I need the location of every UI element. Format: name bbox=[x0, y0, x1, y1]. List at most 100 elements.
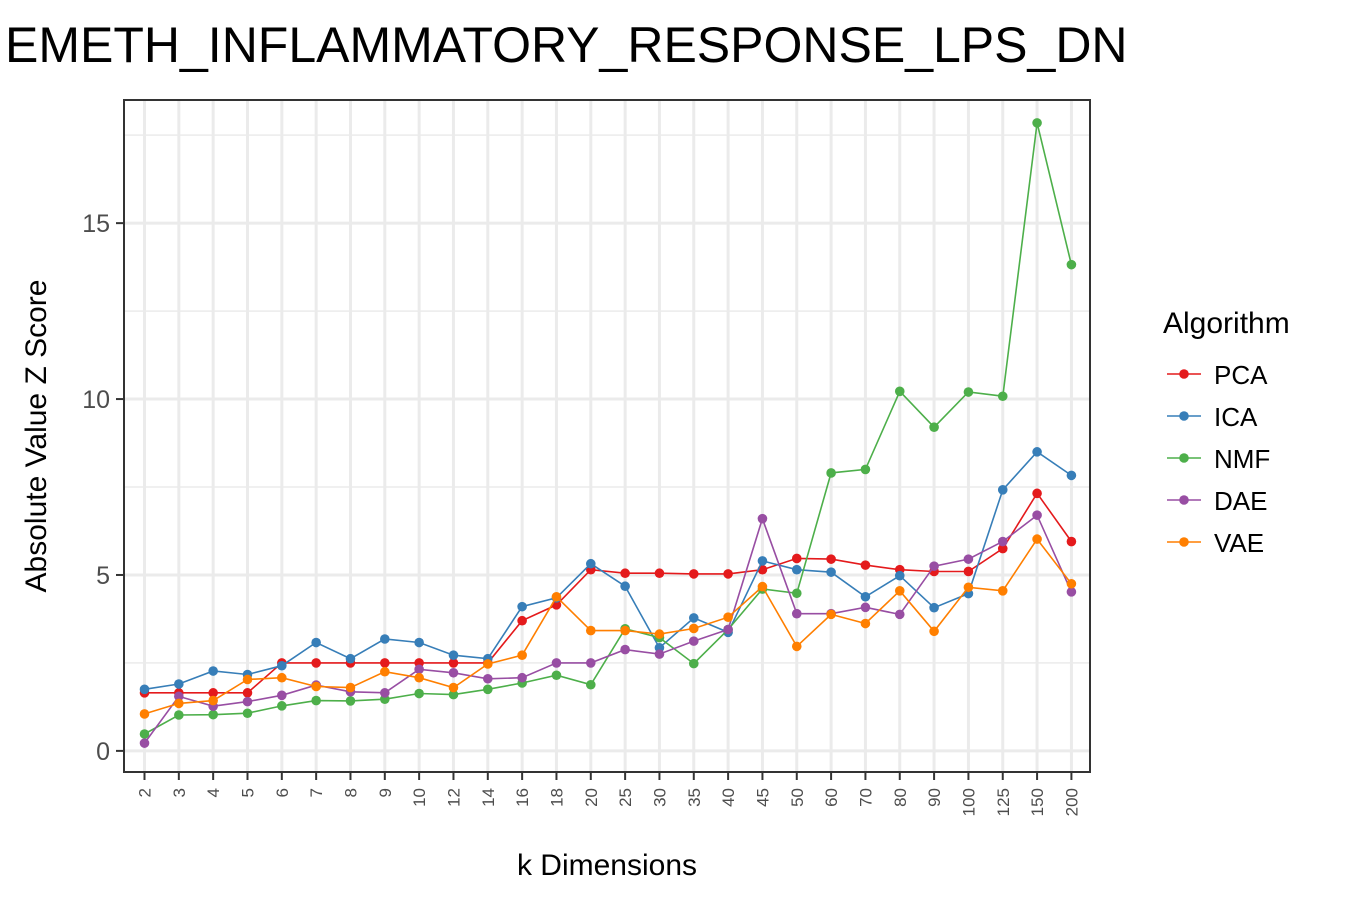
x-tick-label: 70 bbox=[856, 788, 875, 807]
data-point-nmf bbox=[345, 696, 356, 706]
data-point-pca bbox=[688, 569, 699, 579]
data-point-dae bbox=[174, 691, 184, 702]
legend-key-point bbox=[1179, 411, 1189, 421]
x-tick-label: 35 bbox=[685, 788, 704, 807]
legend-item-dae: DAE bbox=[1167, 486, 1267, 516]
x-tick-label: 150 bbox=[1028, 788, 1047, 816]
x-tick-label: 18 bbox=[547, 788, 566, 807]
data-point-dae bbox=[585, 658, 596, 668]
data-point-ica bbox=[929, 602, 939, 613]
data-point-nmf bbox=[1066, 259, 1077, 270]
x-tick-label: 10 bbox=[410, 788, 429, 807]
data-point-ica bbox=[517, 601, 527, 612]
data-point-nmf bbox=[997, 391, 1008, 402]
legend-item-ica: ICA bbox=[1167, 402, 1258, 432]
data-point-dae bbox=[1032, 510, 1042, 520]
data-point-vae bbox=[757, 581, 768, 592]
data-point-ica bbox=[688, 613, 699, 623]
data-point-dae bbox=[688, 636, 699, 646]
plot-panel bbox=[124, 100, 1090, 772]
data-point-dae bbox=[757, 513, 768, 524]
data-point-dae bbox=[929, 561, 939, 571]
data-point-vae bbox=[929, 626, 939, 637]
x-tick-label: 6 bbox=[273, 788, 292, 797]
data-point-ica bbox=[414, 637, 424, 648]
data-point-dae bbox=[517, 672, 527, 683]
data-point-ica bbox=[345, 653, 356, 664]
data-point-pca bbox=[448, 658, 459, 668]
data-point-vae bbox=[963, 582, 974, 593]
legend-label: VAE bbox=[1214, 528, 1264, 558]
data-point-ica bbox=[585, 558, 596, 569]
series-line-ica bbox=[144, 450, 1072, 691]
data-point-vae bbox=[826, 609, 836, 620]
data-point-ica bbox=[894, 570, 905, 581]
data-point-ica bbox=[311, 637, 321, 648]
grid-lines bbox=[124, 100, 1090, 772]
data-point-nmf bbox=[174, 710, 184, 720]
series-dae bbox=[139, 510, 1077, 748]
data-point-ica bbox=[139, 684, 150, 695]
x-tick-label: 125 bbox=[994, 788, 1013, 816]
x-tick-label: 8 bbox=[341, 788, 360, 797]
y-tick-label: 15 bbox=[82, 210, 110, 238]
data-point-vae bbox=[414, 672, 424, 683]
data-point-vae bbox=[894, 586, 905, 596]
data-point-vae bbox=[483, 659, 493, 669]
data-point-vae bbox=[585, 625, 596, 636]
y-axis-title: Absolute Value Z Score bbox=[20, 280, 53, 593]
data-point-pca bbox=[620, 568, 630, 579]
data-point-dae bbox=[654, 649, 665, 659]
plot-border bbox=[123, 99, 1091, 773]
data-point-nmf bbox=[139, 729, 150, 739]
data-point-vae bbox=[242, 674, 253, 685]
y-tick-label: 0 bbox=[96, 738, 110, 766]
x-tick-label: 45 bbox=[753, 788, 772, 807]
x-tick-label: 20 bbox=[582, 788, 601, 807]
data-point-pca bbox=[1066, 536, 1077, 547]
data-point-vae bbox=[174, 698, 184, 709]
data-point-ica bbox=[620, 581, 630, 592]
data-point-pca bbox=[380, 658, 390, 668]
data-point-dae bbox=[620, 644, 630, 655]
data-point-vae bbox=[277, 672, 287, 683]
data-point-dae bbox=[723, 624, 733, 635]
data-point-vae bbox=[208, 695, 218, 706]
legend-label: DAE bbox=[1214, 486, 1267, 516]
x-tick-label: 50 bbox=[788, 788, 807, 807]
data-point-ica bbox=[826, 567, 836, 577]
data-point-ica bbox=[860, 591, 871, 602]
legend-title: Algorithm bbox=[1163, 307, 1290, 340]
data-point-vae bbox=[688, 623, 699, 634]
data-point-vae bbox=[860, 618, 871, 629]
x-tick-label: 16 bbox=[513, 788, 532, 807]
legend-item-nmf: NMF bbox=[1167, 444, 1270, 474]
data-point-nmf bbox=[311, 695, 321, 706]
data-point-vae bbox=[517, 650, 527, 660]
data-point-nmf bbox=[894, 386, 905, 397]
legend-key-point bbox=[1179, 495, 1189, 505]
data-point-ica bbox=[997, 485, 1008, 495]
data-point-pca bbox=[517, 615, 527, 626]
legend-key-point bbox=[1179, 453, 1189, 463]
data-point-nmf bbox=[860, 464, 871, 475]
data-point-nmf bbox=[791, 588, 802, 599]
data-point-pca bbox=[242, 688, 253, 698]
data-point-vae bbox=[448, 682, 459, 693]
legend: Algorithm PCA ICA NMF DAE VAE bbox=[1163, 307, 1290, 558]
data-point-dae bbox=[551, 658, 562, 668]
data-point-pca bbox=[1032, 488, 1042, 499]
x-axis-title: k Dimensions bbox=[517, 849, 697, 882]
x-tick-label: 80 bbox=[891, 788, 910, 807]
x-tick-label: 3 bbox=[170, 788, 189, 797]
x-tick-label: 7 bbox=[307, 788, 326, 797]
data-point-pca bbox=[826, 554, 836, 564]
data-point-dae bbox=[791, 608, 802, 619]
data-point-ica bbox=[174, 679, 184, 689]
legend-item-vae: VAE bbox=[1167, 528, 1264, 558]
data-point-vae bbox=[791, 641, 802, 652]
data-point-vae bbox=[654, 629, 665, 639]
data-point-ica bbox=[380, 634, 390, 644]
x-tick-label: 4 bbox=[204, 788, 223, 797]
